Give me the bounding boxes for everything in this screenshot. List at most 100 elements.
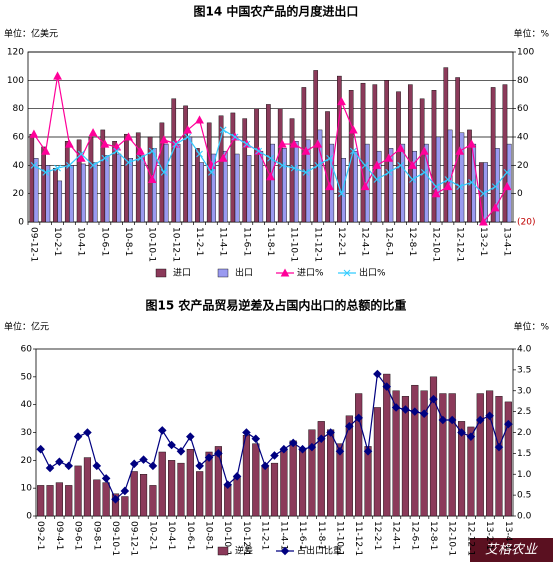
marker bbox=[373, 369, 382, 379]
legend-label: 出口% bbox=[359, 267, 386, 279]
bar bbox=[183, 105, 188, 223]
marker bbox=[101, 474, 111, 483]
bar bbox=[224, 485, 232, 517]
marker bbox=[195, 115, 204, 124]
marker bbox=[326, 154, 334, 162]
bar bbox=[407, 84, 413, 223]
bar bbox=[222, 150, 228, 223]
x-tick-label: 09-2-1 bbox=[35, 521, 45, 550]
bar bbox=[325, 111, 330, 223]
x-tick-label: 10-2-1 bbox=[52, 227, 62, 256]
x-tick-label: 09-8-1 bbox=[91, 521, 101, 550]
marker bbox=[83, 428, 92, 437]
bar bbox=[486, 390, 494, 517]
marker bbox=[401, 405, 410, 414]
bar bbox=[419, 98, 425, 223]
marker bbox=[218, 153, 228, 162]
marker bbox=[447, 415, 457, 425]
x-tick-label: 11-4-1 bbox=[218, 227, 228, 256]
y2-tick-label: 1.5 bbox=[517, 449, 531, 459]
marker bbox=[480, 190, 487, 198]
x-tick-label: 11-2-1 bbox=[194, 227, 204, 256]
marker bbox=[345, 421, 354, 431]
bar bbox=[33, 158, 39, 223]
bar bbox=[139, 474, 148, 517]
marker bbox=[73, 432, 83, 441]
marker bbox=[314, 161, 322, 169]
bar bbox=[261, 465, 269, 517]
marker bbox=[466, 432, 476, 441]
marker bbox=[348, 125, 358, 134]
y2-tick-label: (20) bbox=[517, 218, 535, 228]
bar bbox=[490, 87, 496, 223]
marker bbox=[77, 150, 85, 158]
marker bbox=[55, 457, 64, 467]
bar bbox=[431, 90, 437, 223]
bar bbox=[504, 401, 512, 517]
marker bbox=[42, 169, 50, 176]
x-tick-label: 13-4-1 bbox=[503, 521, 513, 550]
bar bbox=[92, 162, 98, 223]
marker bbox=[485, 411, 494, 421]
bar bbox=[364, 446, 372, 517]
marker bbox=[113, 147, 121, 155]
marker bbox=[338, 190, 345, 198]
y2-tick-label: 0.5 bbox=[517, 491, 531, 501]
marker bbox=[186, 432, 195, 441]
marker bbox=[288, 438, 298, 448]
x-tick-label: 13-2-1 bbox=[484, 521, 494, 550]
marker bbox=[382, 382, 392, 391]
marker bbox=[361, 161, 369, 169]
bar bbox=[64, 141, 70, 223]
chart-title: 图15 农产品贸易逆差及占国内出口的总额的比重 bbox=[146, 298, 407, 313]
y-tick-label: 80 bbox=[13, 104, 25, 114]
x-tick-label: 12-8-1 bbox=[407, 227, 417, 256]
bar bbox=[230, 112, 236, 223]
bar bbox=[258, 150, 264, 223]
bar bbox=[177, 462, 185, 517]
marker bbox=[148, 461, 158, 471]
bar bbox=[383, 373, 391, 517]
marker bbox=[204, 453, 214, 462]
x-tick-label: 11-10-1 bbox=[289, 227, 299, 262]
legend-marker bbox=[280, 546, 290, 556]
marker bbox=[223, 480, 233, 489]
marker bbox=[302, 169, 310, 176]
bar bbox=[400, 143, 406, 223]
marker bbox=[420, 169, 428, 176]
bar bbox=[116, 153, 122, 223]
bar bbox=[448, 393, 456, 517]
marker bbox=[260, 461, 270, 471]
bar bbox=[234, 153, 240, 223]
bar bbox=[196, 471, 204, 517]
x-tick-label: 12-6-1 bbox=[409, 521, 419, 550]
x-tick-label: 12-6-1 bbox=[383, 227, 393, 256]
marker bbox=[139, 455, 148, 464]
marker bbox=[267, 154, 274, 162]
marker bbox=[431, 189, 441, 198]
marker bbox=[160, 169, 168, 176]
legend-label: 出口 bbox=[235, 267, 253, 279]
bar bbox=[435, 136, 441, 223]
marker bbox=[279, 444, 289, 454]
x-tick-label: 11-6-1 bbox=[241, 227, 251, 256]
marker bbox=[429, 394, 438, 404]
y-tick-label: 60 bbox=[13, 133, 25, 143]
marker bbox=[363, 447, 373, 456]
marker bbox=[419, 409, 429, 418]
legend-label: 进口% bbox=[297, 268, 324, 279]
marker bbox=[111, 495, 120, 504]
marker bbox=[301, 146, 311, 155]
marker bbox=[316, 434, 326, 444]
marker bbox=[45, 463, 55, 473]
bar bbox=[429, 376, 438, 517]
bar bbox=[411, 384, 419, 517]
marker bbox=[183, 125, 193, 134]
marker bbox=[129, 459, 139, 469]
bar bbox=[337, 75, 342, 223]
bar bbox=[317, 421, 325, 517]
marker bbox=[325, 181, 335, 191]
x-tick-label: 10-4-1 bbox=[166, 521, 176, 550]
x-tick-label: 12-2-1 bbox=[372, 521, 382, 550]
